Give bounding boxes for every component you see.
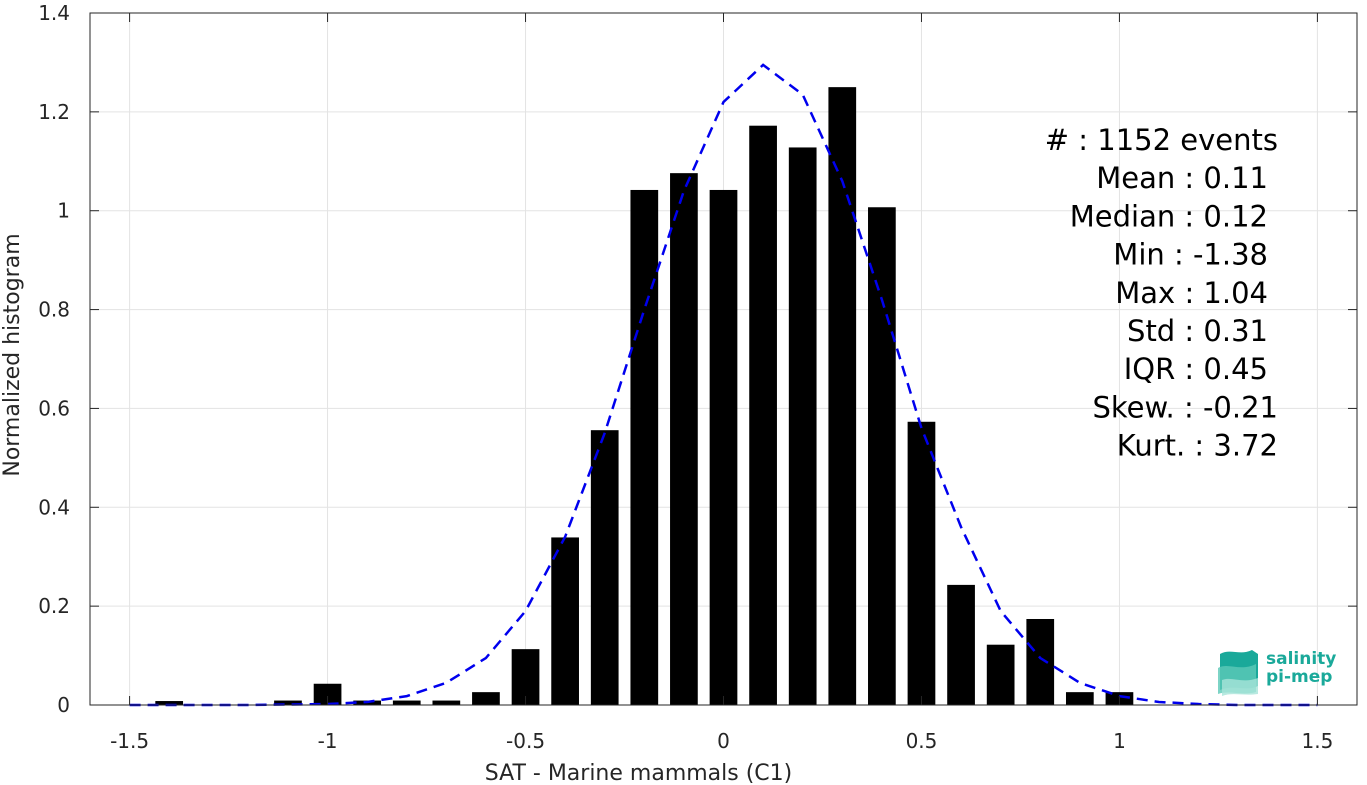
x-axis-label: SAT - Marine mammals (C1) (485, 761, 793, 785)
stat-line: Std : 0.31 (1127, 314, 1268, 348)
histogram-bar (392, 700, 421, 705)
y-tick-label: 0.4 (38, 495, 70, 519)
stat-line: # : 1152 events (1045, 123, 1278, 157)
y-tick-label: 0.8 (38, 298, 70, 322)
y-tick-label: 0.2 (38, 594, 70, 618)
histogram-bar (670, 173, 698, 706)
statistics-box: # : 1152 events Mean : 0.11 Median : 0.12 M… (1045, 123, 1278, 463)
y-tick-label: 0.6 (38, 396, 70, 420)
histogram-bar (947, 584, 975, 705)
histogram-bar (274, 700, 302, 705)
x-axis-ticks: -1.5 -1 -0.5 0 0.5 1 1.5 (110, 13, 1333, 753)
histogram-bar (590, 430, 619, 705)
histogram-bar (788, 147, 817, 706)
logo-line-1: salinity (1266, 649, 1337, 669)
y-axis-label: Normalized histogram (0, 233, 25, 476)
histogram-bar (749, 125, 777, 705)
histogram-bar (630, 189, 659, 705)
x-tick-label: -1.5 (110, 729, 149, 753)
histogram-bar (313, 683, 342, 705)
histogram-bar (155, 701, 184, 705)
wave-logo-icon (1218, 650, 1258, 696)
histogram-bar (432, 700, 461, 705)
stat-line: Mean : 0.11 (1096, 161, 1268, 195)
histogram-bar (511, 649, 540, 705)
histogram-bar (1026, 618, 1055, 705)
bars (155, 87, 1134, 706)
y-tick-label: 0 (57, 693, 70, 717)
histogram-bar (709, 189, 738, 705)
histogram-bar (907, 421, 936, 705)
histogram-bar (551, 537, 579, 705)
x-tick-label: -1 (318, 729, 338, 753)
histogram-bar (868, 207, 896, 706)
y-tick-label: 1.4 (38, 1, 70, 25)
x-tick-label: 1.5 (1302, 729, 1334, 753)
stat-line: Max : 1.04 (1115, 276, 1268, 310)
histogram-bar (986, 644, 1015, 705)
histogram-bar (472, 692, 500, 705)
x-tick-label: 0.5 (906, 729, 938, 753)
stat-line: Min : -1.38 (1113, 238, 1268, 272)
y-tick-label: 1 (57, 199, 70, 223)
stat-line: Skew. : -0.21 (1092, 390, 1278, 424)
salinity-pimep-logo: salinity pi-mep (1216, 646, 1346, 696)
x-tick-label: 0 (717, 729, 730, 753)
y-tick-label: 1.2 (38, 100, 70, 124)
x-tick-label: 1 (1113, 729, 1126, 753)
histogram-bar (828, 87, 857, 705)
y-axis-ticks: 0 0.2 0.4 0.6 0.8 1 1.2 1.4 (38, 1, 1357, 717)
logo-line-2: pi-mep (1266, 667, 1333, 687)
stat-line: IQR : 0.45 (1124, 352, 1268, 386)
x-tick-label: -0.5 (506, 729, 545, 753)
stat-line: Median : 0.12 (1070, 199, 1268, 233)
histogram-bar (1065, 692, 1094, 705)
stat-line: Kurt. : 3.72 (1117, 429, 1278, 463)
